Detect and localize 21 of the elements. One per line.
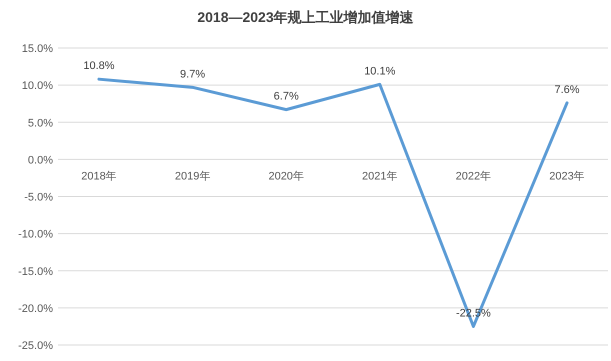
data-label: 10.8% — [83, 60, 115, 72]
x-tick-label: 2021年 — [362, 170, 398, 182]
y-tick-label: -5.0% — [24, 192, 54, 204]
y-tick-label: 10.0% — [22, 80, 54, 92]
data-label: 6.7% — [274, 90, 299, 103]
y-tick-label: -10.0% — [18, 228, 54, 241]
x-tick-label: 2018年 — [81, 170, 117, 182]
y-tick-label: -25.0% — [18, 340, 54, 352]
x-tick-label: 2019年 — [174, 170, 210, 182]
x-tick-label: 2022年 — [456, 170, 492, 182]
y-tick-label: 0.0% — [28, 154, 54, 166]
x-tick-label: 2023年 — [549, 170, 585, 182]
x-tick-label: 2020年 — [268, 170, 304, 182]
chart-title: 2018—2023年规上工业增加值增速 — [197, 9, 415, 25]
data-label: 10.1% — [364, 65, 396, 78]
data-label: 9.7% — [180, 68, 206, 80]
y-tick-label: -15.0% — [18, 266, 54, 278]
data-label: 7.6% — [554, 84, 580, 96]
y-tick-label: -20.0% — [18, 302, 54, 315]
y-tick-label: 5.0% — [28, 117, 54, 130]
y-tick-label: 15.0% — [22, 43, 54, 55]
